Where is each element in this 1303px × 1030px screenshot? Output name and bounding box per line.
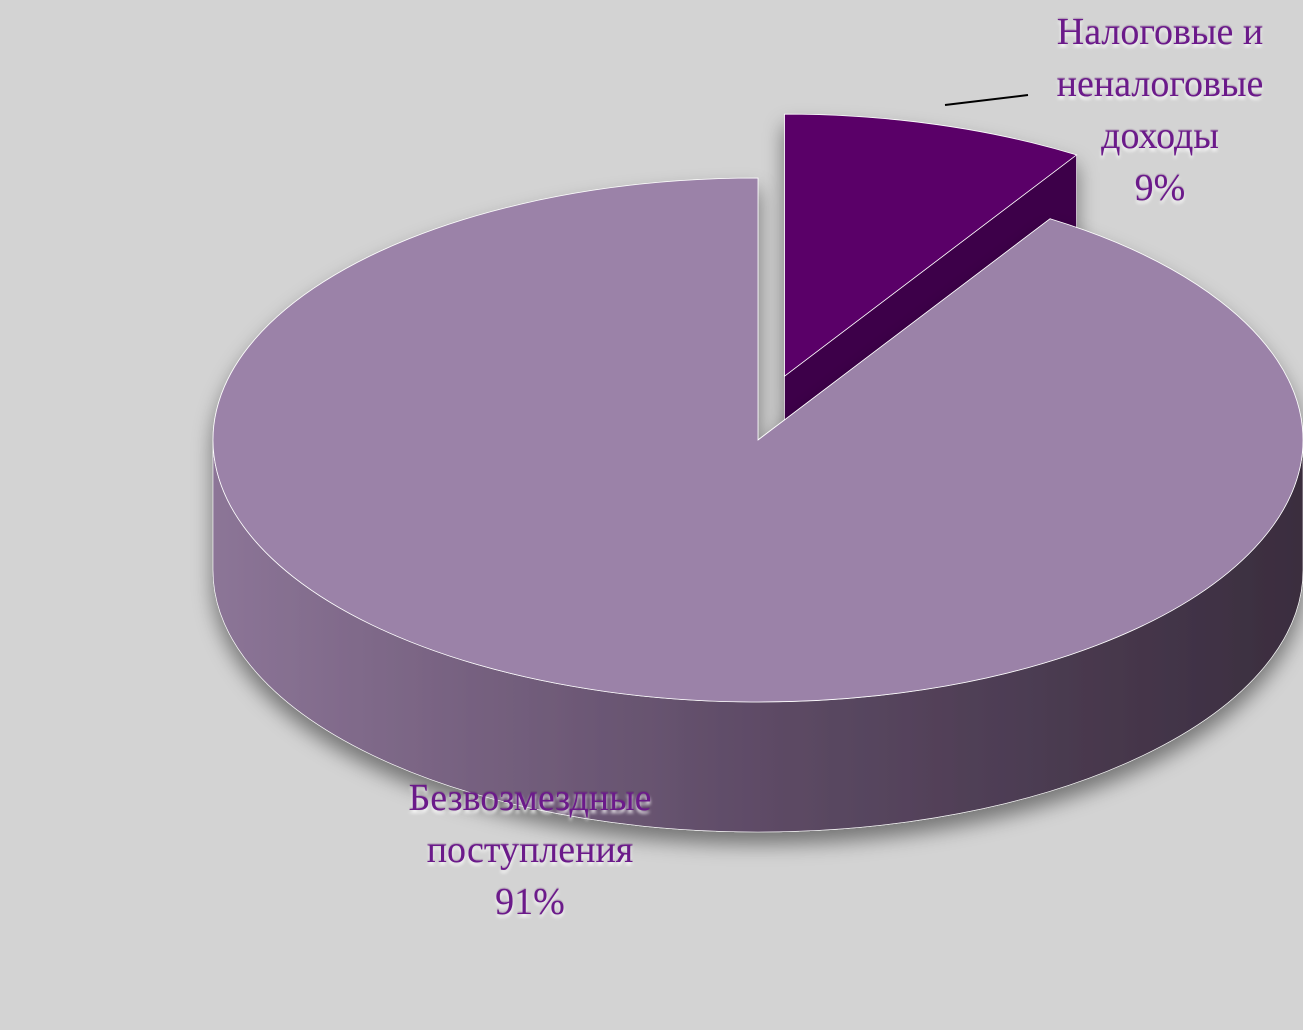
category-label: Налоговые и неналоговые доходы [1056, 11, 1264, 157]
slice-label: Налоговые и неналоговые доходы 9% [1030, 6, 1290, 214]
leader-line [944, 94, 1029, 106]
slice-top [784, 113, 1078, 377]
slice-label: Безвозмездные поступления 91% [380, 772, 680, 928]
value-label: 91% [495, 881, 565, 923]
slice-top [212, 177, 1303, 703]
value-label: 9% [1134, 167, 1186, 209]
category-label: Безвозмездные поступления [408, 777, 652, 871]
slice [212, 177, 1303, 833]
